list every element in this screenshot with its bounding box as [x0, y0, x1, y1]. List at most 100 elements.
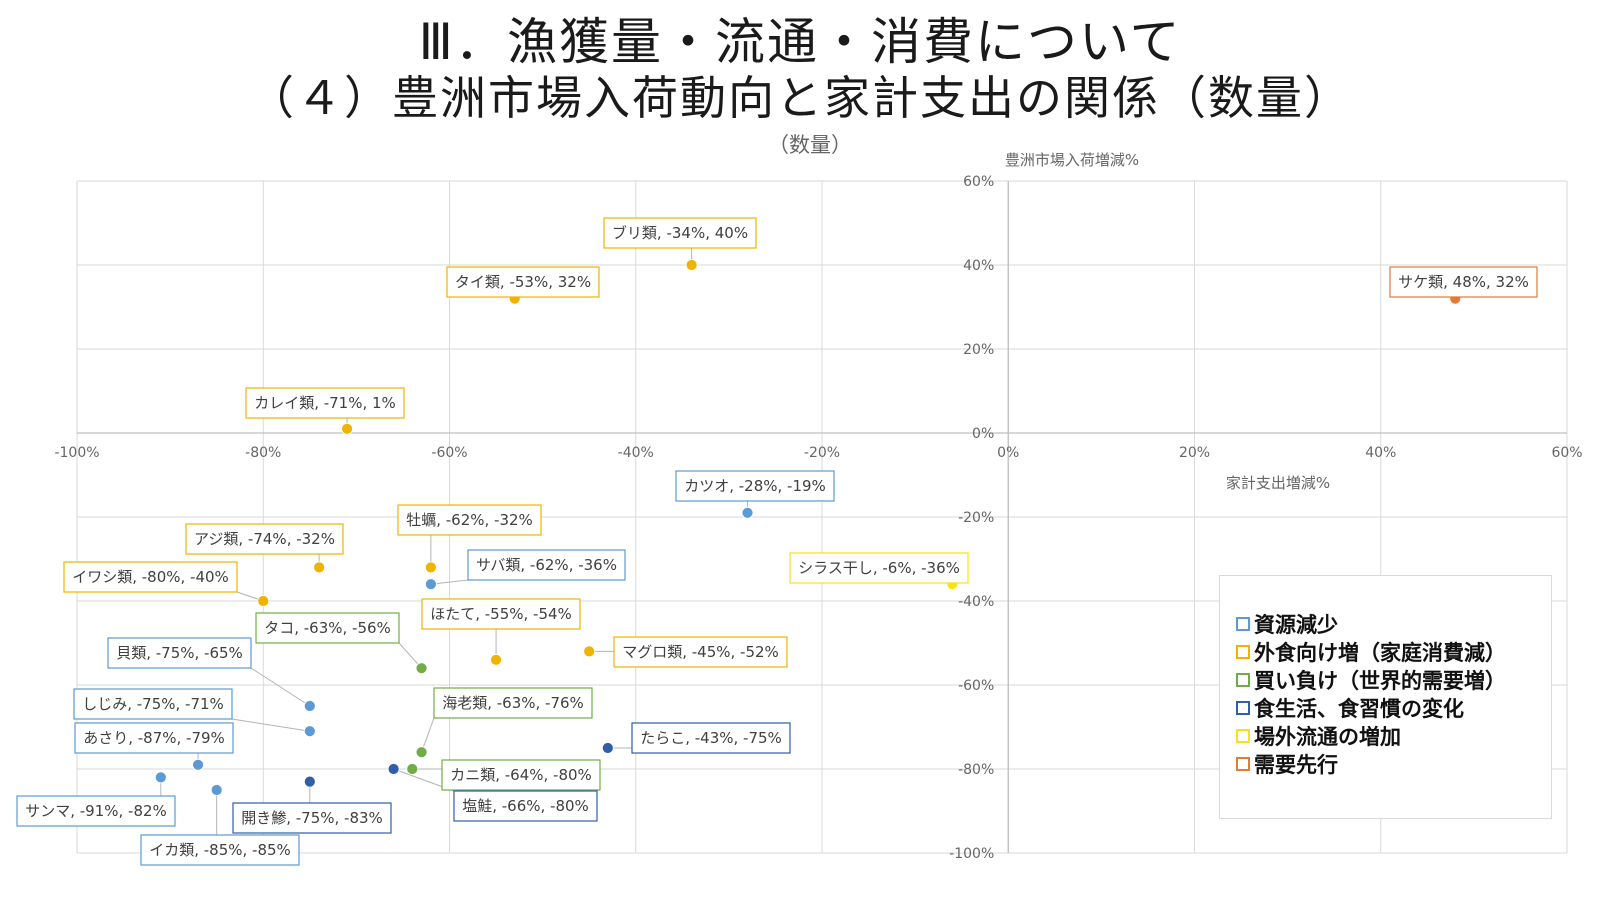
data-label: イカ類, -85%, -85% [149, 841, 291, 859]
data-point [303, 700, 316, 712]
data-label: カニ類, -64%, -80% [450, 766, 592, 784]
x-tick-label: 20% [1179, 445, 1210, 461]
data-point [303, 775, 316, 788]
data-label-box [185, 523, 344, 555]
data-label-box [453, 790, 598, 822]
legend-swatch [1236, 757, 1250, 771]
data-label: ほたて, -55%, -54% [430, 605, 572, 623]
data-label-box [255, 612, 400, 644]
x-tick-label: -20% [804, 445, 840, 461]
data-point [313, 561, 326, 574]
chart-title: （数量） [768, 133, 852, 157]
legend-item: 外食向け増（家庭消費減） [1236, 638, 1551, 666]
data-label-box [63, 561, 238, 593]
y-tick-label: -20% [958, 510, 994, 526]
x-tick-label: -80% [245, 445, 281, 461]
data-point [601, 742, 614, 754]
x-tick-label: 60% [1551, 445, 1582, 461]
grid-lines [76, 180, 1568, 854]
axis-ticks: -100% -80% -60% -40% -20% 0% 20% 40% 60% -100% -80… [54, 174, 1582, 862]
x-tick-label: -40% [618, 445, 654, 461]
legend-item: 食生活、食習慣の変化 [1236, 694, 1551, 722]
data-label: サバ類, -62%, -36% [476, 556, 617, 574]
data-label-box [789, 552, 969, 584]
data-point [685, 259, 698, 271]
data-label-box [140, 834, 300, 866]
x-tick-label: -60% [431, 445, 467, 461]
data-label: タイ類, -53%, 32% [455, 273, 591, 291]
data-label-box [631, 722, 791, 754]
data-label: あさり, -87%, -79% [83, 729, 225, 747]
data-label-box [397, 504, 542, 536]
data-point [424, 561, 437, 574]
legend-swatch [1236, 673, 1250, 687]
data-label: しじみ, -75%, -71% [82, 695, 224, 713]
data-point [583, 645, 596, 658]
data-point [741, 506, 754, 519]
data-label-box [467, 549, 626, 581]
data-label-box [441, 759, 601, 791]
data-point [154, 771, 167, 784]
legend-item: 資源減少 [1236, 610, 1551, 638]
data-label-box [73, 688, 233, 720]
data-point [341, 422, 353, 435]
data-label-box [613, 636, 788, 668]
data-label: タコ, -63%, -56% [264, 619, 391, 637]
legend-label: 需要先行 [1254, 753, 1338, 777]
data-label-box [74, 722, 234, 754]
legend-swatch [1236, 645, 1250, 659]
x-tick-label: -100% [54, 445, 99, 461]
legend-label: 資源減少 [1254, 613, 1338, 637]
data-label-box [1389, 266, 1538, 298]
data-point [303, 725, 316, 738]
legend-item: 買い負け（世界的需要増） [1236, 666, 1551, 694]
y-tick-label: 20% [963, 342, 994, 358]
data-point [192, 758, 204, 771]
x-axis-title: 家計支出増減% [1226, 474, 1330, 492]
data-point [490, 653, 502, 666]
data-label: カツオ, -28%, -19% [684, 477, 826, 495]
data-label: 海老類, -63%, -76% [442, 694, 584, 712]
data-label-box [421, 598, 581, 630]
leader-line [250, 667, 311, 707]
data-point [257, 595, 270, 607]
data-label-box [433, 687, 593, 719]
data-label: サンマ, -91%, -82% [25, 802, 167, 820]
legend-item: 需要先行 [1236, 750, 1551, 778]
x-tick-label: 0% [997, 445, 1019, 461]
legend: 資源減少外食向け増（家庭消費減） 買い負け（世界的需要増） 食生活、食習慣の変化 場外… [1219, 575, 1552, 819]
y-tick-label: -80% [958, 762, 994, 778]
data-label: ブリ類, -34%, 40% [612, 224, 748, 242]
data-label: イワシ類, -80%, -40% [72, 568, 229, 586]
data-label-box [446, 266, 600, 298]
data-label-box [232, 802, 392, 834]
data-point [387, 763, 400, 775]
y-tick-label: 0% [972, 426, 994, 442]
data-point [415, 662, 428, 675]
y-tick-label: 60% [963, 174, 994, 190]
data-label-box [107, 637, 252, 669]
y-tick-label: -40% [958, 594, 994, 610]
y-tick-label: 40% [963, 258, 994, 274]
page-subtitle: （４）豊洲市場入荷動向と家計支出の関係（数量） [248, 71, 1352, 125]
data-label: たらこ, -43%, -75% [640, 729, 782, 747]
legend-swatch [1236, 701, 1250, 715]
legend-swatch [1236, 617, 1250, 631]
leader-line [231, 718, 310, 732]
x-tick-label: 40% [1365, 445, 1396, 461]
legend-item: 場外流通の増加 [1236, 722, 1551, 750]
legend-label: 買い負け（世界的需要増） [1254, 669, 1506, 693]
y-tick-label: -60% [958, 678, 994, 694]
data-label-box [245, 387, 405, 419]
data-label-box [675, 470, 835, 502]
data-point [415, 746, 428, 759]
data-label: 牡蠣, -62%, -32% [406, 511, 533, 529]
data-label: マグロ類, -45%, -52% [622, 643, 779, 661]
data-labels: ブリ類, -34%, 40% タイ類, -53%, 32% サケ類, 48%, 32… [16, 217, 1538, 866]
data-label: 開き鯵, -75%, -83% [241, 809, 383, 827]
data-label: シラス干し, -6%, -36% [798, 559, 960, 577]
legend-label: 外食向け増（家庭消費減） [1254, 641, 1506, 665]
legend-label: 食生活、食習慣の変化 [1254, 697, 1464, 721]
data-label: サケ類, 48%, 32% [1398, 273, 1529, 291]
